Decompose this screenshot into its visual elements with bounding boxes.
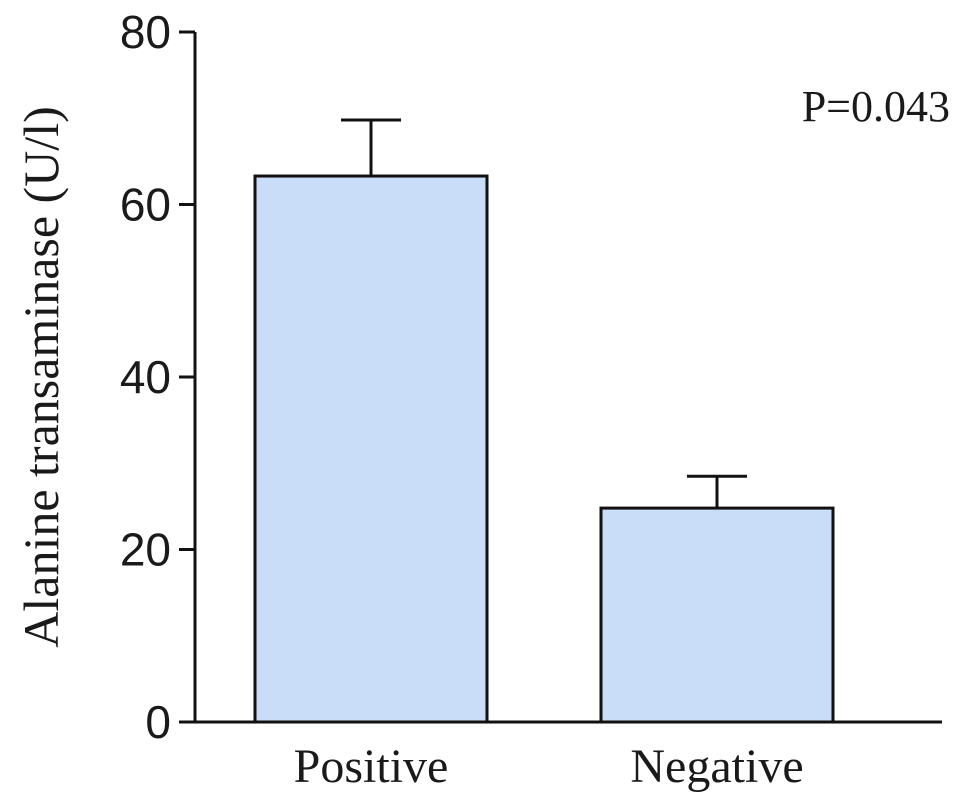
y-axis-title: Alanine transaminase (U/l) (13, 106, 69, 647)
p-value-annotation: P=0.043 (802, 82, 950, 131)
y-tick-label: 0 (145, 696, 171, 748)
y-axis: 0 20 40 60 80 (120, 6, 197, 748)
y-tick-label: 60 (120, 179, 171, 231)
x-category-label: Negative (630, 740, 803, 793)
bar-negative (599, 506, 835, 724)
x-labels: Positive Negative (294, 740, 804, 793)
x-category-label: Positive (294, 740, 449, 793)
y-tick-label: 40 (120, 351, 171, 403)
bar-positive (253, 174, 489, 724)
bars (253, 118, 835, 724)
y-tick-label: 80 (120, 6, 171, 58)
y-tick-label: 20 (120, 524, 171, 576)
